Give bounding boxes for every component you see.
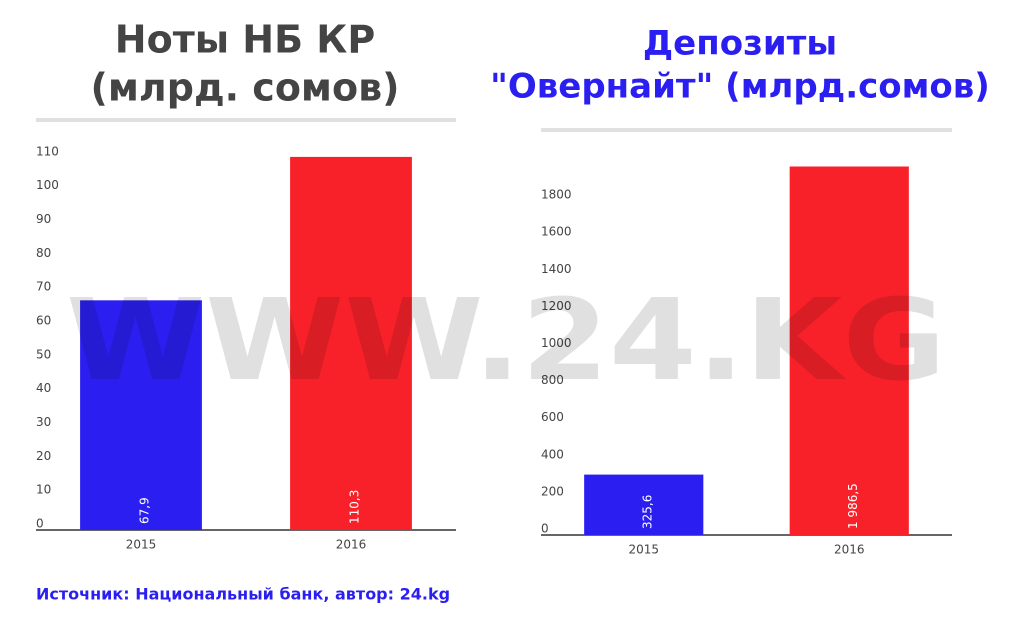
chart-title: Депозиты	[643, 24, 837, 64]
x-tick-label: 2016	[834, 543, 865, 557]
y-tick-label: 1000	[541, 336, 572, 350]
y-tick-label: 110	[36, 144, 59, 158]
source-note: Источник: Национальный банк, автор: 24.k…	[36, 585, 450, 604]
value-label: 325,6	[640, 495, 654, 529]
y-tick-label: 30	[36, 415, 51, 429]
bar	[290, 156, 412, 530]
y-tick-label: 800	[541, 373, 564, 387]
x-tick-label: 2015	[126, 538, 157, 552]
y-tick-label: 1600	[541, 225, 572, 239]
y-tick-label: 50	[36, 347, 51, 361]
bar	[789, 166, 909, 535]
y-tick-label: 200	[541, 484, 564, 498]
value-label: 67,9	[138, 497, 152, 524]
y-tick-label: 0	[36, 517, 44, 531]
y-tick-label: 400	[541, 447, 564, 461]
y-tick-label: 10	[36, 483, 51, 497]
y-tick-label: 1400	[541, 262, 572, 276]
bar	[584, 474, 704, 535]
chart-title: Ноты НБ КР	[115, 18, 375, 62]
value-label: 110,3	[348, 490, 362, 524]
y-tick-label: 20	[36, 449, 51, 463]
y-tick-label: 80	[36, 246, 51, 260]
y-tick-label: 60	[36, 314, 51, 328]
y-tick-label: 1800	[541, 188, 572, 202]
y-tick-label: 0	[541, 522, 549, 536]
chart-title: (млрд. сомов)	[90, 66, 399, 110]
x-tick-label: 2015	[628, 543, 659, 557]
chart-title: "Овернайт" (млрд.сомов)	[490, 67, 990, 107]
y-tick-label: 40	[36, 381, 51, 395]
y-tick-label: 90	[36, 212, 51, 226]
x-tick-label: 2016	[336, 538, 367, 552]
y-tick-label: 1200	[541, 299, 572, 313]
value-label: 1 986,5	[846, 483, 860, 529]
watermark: WWW.24.KG	[66, 276, 946, 406]
y-tick-label: 100	[36, 178, 59, 192]
bar	[80, 300, 202, 530]
y-tick-label: 600	[541, 410, 564, 424]
y-tick-label: 70	[36, 280, 51, 294]
